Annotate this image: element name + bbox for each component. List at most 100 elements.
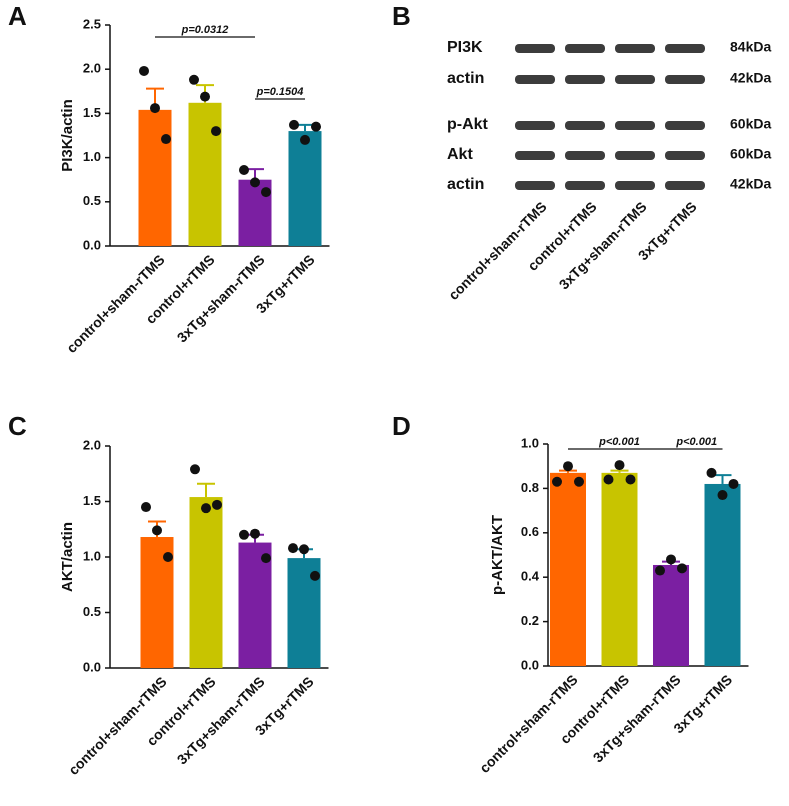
band (565, 151, 605, 160)
data-point (311, 121, 321, 132)
data-point (212, 499, 222, 510)
panel-label: A (8, 1, 27, 31)
data-point (189, 74, 199, 85)
bar (189, 497, 223, 668)
data-point (150, 103, 160, 114)
protein-label: Akt (447, 146, 473, 163)
panel-label: D (392, 411, 411, 441)
lane-label: control+sham-rTMS (445, 198, 550, 303)
y-tick-label: 1.0 (83, 548, 101, 563)
band (665, 181, 705, 190)
y-tick-label: 0.0 (83, 659, 101, 674)
data-point (655, 565, 665, 576)
y-tick-label: 0.0 (521, 657, 539, 672)
band (665, 75, 705, 84)
protein-label: actin (447, 176, 484, 193)
bar (288, 131, 322, 246)
data-point (190, 464, 200, 475)
data-point (139, 65, 149, 76)
band (565, 121, 605, 130)
band (515, 181, 555, 190)
y-tick-label: 0.5 (83, 604, 101, 619)
data-point (299, 544, 309, 555)
size-label: 60kDa (730, 146, 771, 162)
x-tick-label: 3xTg+sham-rTMS (590, 671, 684, 765)
bar (704, 483, 741, 666)
protein-label: actin (447, 70, 484, 87)
data-point (677, 563, 687, 574)
x-tick-label: control+sham-rTMS (63, 251, 168, 356)
band (615, 121, 655, 130)
data-point (706, 467, 717, 478)
data-point (563, 461, 573, 472)
data-point (288, 543, 298, 554)
size-label: 42kDa (730, 176, 771, 192)
y-tick-label: 1.5 (83, 105, 101, 120)
band (665, 44, 705, 53)
data-point (250, 177, 260, 188)
band (565, 181, 605, 190)
y-axis-label: PI3K/actin (59, 99, 76, 172)
p-value: p<0.001 (675, 436, 717, 448)
protein-label: PI3K (447, 39, 483, 56)
bar (550, 472, 586, 666)
y-axis-label: AKT/actin (59, 522, 76, 592)
y-tick-label: 0.2 (521, 613, 539, 628)
y-tick-label: 2.0 (83, 61, 101, 76)
data-point (310, 570, 320, 581)
band (615, 151, 655, 160)
y-tick-label: 0.6 (521, 524, 539, 539)
data-point (261, 187, 271, 198)
protein-label: p-Akt (447, 116, 489, 133)
bar (601, 472, 638, 666)
data-point (717, 490, 728, 501)
bar (653, 564, 689, 666)
y-tick-label: 1.5 (83, 493, 101, 508)
data-point (289, 119, 299, 130)
data-point (552, 476, 562, 487)
bar (238, 542, 272, 668)
p-value: p=0.1504 (256, 86, 304, 98)
band (565, 44, 605, 53)
p-value: p<0.001 (598, 436, 640, 448)
data-point (250, 528, 260, 539)
data-point (614, 460, 625, 471)
band (515, 44, 555, 53)
data-point (201, 503, 211, 514)
data-point (152, 525, 162, 536)
data-point (211, 126, 221, 137)
data-point (261, 553, 271, 564)
y-tick-label: 0.8 (521, 480, 539, 495)
panel-label: B (392, 1, 411, 31)
band (515, 121, 555, 130)
y-tick-label: 2.0 (83, 437, 101, 452)
band (665, 151, 705, 160)
size-label: 84kDa (730, 39, 771, 55)
band (615, 44, 655, 53)
y-tick-label: 1.0 (521, 435, 539, 450)
p-value: p=0.0312 (181, 24, 229, 36)
data-point (239, 164, 249, 175)
bar (138, 109, 172, 246)
data-point (141, 502, 151, 513)
bar (188, 102, 222, 247)
data-point (728, 478, 739, 489)
size-label: 42kDa (730, 70, 771, 86)
data-point (300, 134, 310, 145)
band (515, 151, 555, 160)
y-tick-label: 0.0 (83, 237, 101, 252)
data-point (625, 474, 636, 485)
y-tick-label: 1.0 (83, 149, 101, 164)
y-tick-label: 0.4 (521, 569, 540, 584)
data-point (161, 134, 171, 145)
x-tick-label: 3xTg+sham-rTMS (174, 673, 268, 767)
band (565, 75, 605, 84)
y-axis-label: p-AKT/AKT (489, 515, 506, 595)
data-point (666, 554, 676, 565)
y-tick-label: 0.5 (83, 193, 101, 208)
data-point (574, 476, 584, 487)
panel-label: C (8, 411, 27, 441)
band (515, 75, 555, 84)
data-point (163, 552, 173, 562)
